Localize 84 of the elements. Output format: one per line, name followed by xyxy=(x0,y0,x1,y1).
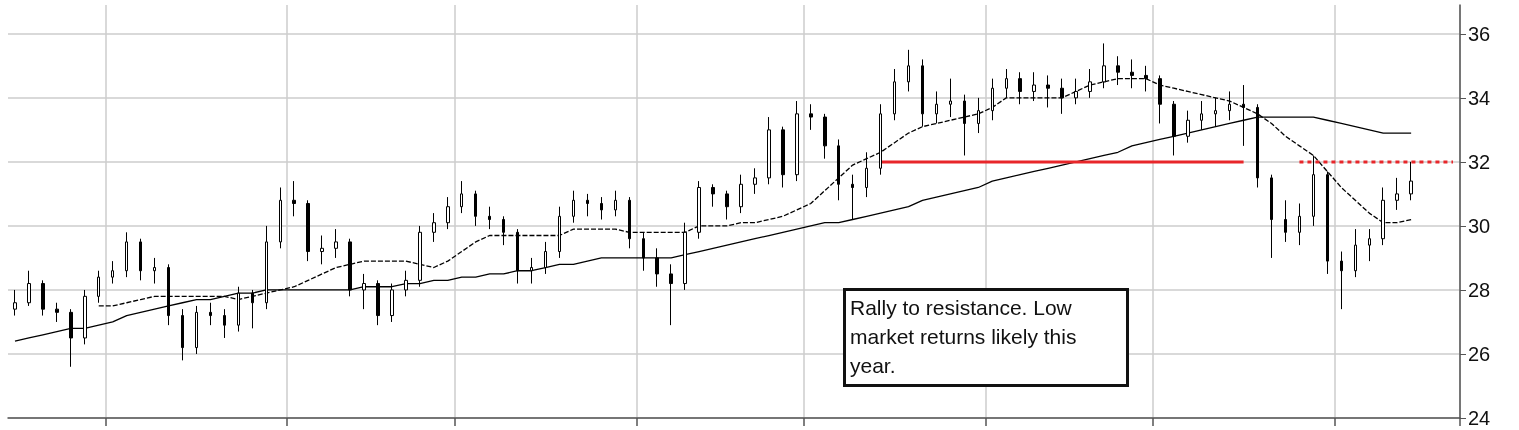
candlestick xyxy=(292,180,296,217)
candlestick xyxy=(139,238,142,281)
candlestick xyxy=(935,90,938,124)
candlestick xyxy=(1312,154,1315,227)
candlestick xyxy=(516,228,519,285)
candlestick xyxy=(111,260,114,285)
candlestick xyxy=(893,68,896,121)
candlestick xyxy=(1354,228,1357,278)
candlestick xyxy=(865,151,868,198)
candlestick xyxy=(642,231,645,272)
annotation: Rally to resistance. Low market returns likely this year. xyxy=(850,296,1083,377)
candlestick xyxy=(306,199,310,262)
candlestick xyxy=(55,302,59,323)
candlestick xyxy=(1326,170,1329,275)
candlestick xyxy=(697,180,701,240)
candlestick xyxy=(907,49,910,92)
candlestick xyxy=(376,279,380,326)
y-tick-label: 34 xyxy=(1468,86,1491,109)
candlestick xyxy=(544,241,547,275)
candlestick xyxy=(390,283,394,323)
candlestick xyxy=(600,196,603,220)
y-tick-label: 26 xyxy=(1468,342,1491,365)
candlestick xyxy=(418,225,422,288)
candlestick xyxy=(809,103,813,131)
candlestick xyxy=(209,302,212,326)
candlestick xyxy=(739,174,743,214)
candlestick xyxy=(669,263,673,326)
candlestick xyxy=(1284,199,1287,243)
y-tick-label: 24 xyxy=(1468,407,1491,429)
candlestick xyxy=(223,308,226,339)
candlestick xyxy=(474,190,477,227)
candlestick xyxy=(977,97,980,134)
candlestick xyxy=(97,270,100,304)
candlestick xyxy=(195,305,198,355)
candlestick xyxy=(1409,161,1413,201)
candlestick xyxy=(614,190,617,217)
candlestick xyxy=(655,247,659,288)
candlestick xyxy=(1228,90,1231,121)
candlestick xyxy=(823,113,827,160)
y-tick-label: 36 xyxy=(1468,22,1491,45)
candlestick xyxy=(683,222,687,291)
candlestick xyxy=(837,138,840,201)
candlestick xyxy=(41,279,45,317)
y-tick-label: 32 xyxy=(1468,150,1491,173)
candlestick xyxy=(1005,68,1008,99)
candlestick xyxy=(1395,177,1399,211)
candlestick xyxy=(628,196,631,249)
candlestick xyxy=(446,196,450,230)
candlestick xyxy=(320,235,324,265)
candlestick xyxy=(1368,228,1371,262)
candlestick xyxy=(13,289,17,317)
candlestick xyxy=(362,273,366,310)
y-tick-label: 28 xyxy=(1468,278,1491,301)
candlestick xyxy=(153,257,156,285)
candlestick xyxy=(530,257,533,285)
candlestick xyxy=(279,186,282,249)
candlestick xyxy=(781,126,785,188)
y-tick-label: 30 xyxy=(1468,214,1491,237)
candlestick xyxy=(1298,203,1301,246)
candlestick xyxy=(334,228,338,259)
candlestick xyxy=(125,231,128,278)
candlestick xyxy=(558,206,561,259)
candlestick xyxy=(348,238,352,297)
candlestick xyxy=(1340,251,1343,310)
candlestick xyxy=(27,270,31,307)
candlestick xyxy=(963,94,966,156)
candlestick xyxy=(711,183,715,208)
candlestick xyxy=(488,206,491,230)
candlestick xyxy=(502,215,505,246)
candlestick xyxy=(879,103,882,176)
candlestick xyxy=(851,174,854,220)
candlestick xyxy=(460,180,463,214)
candlestick xyxy=(181,308,184,361)
candlestick xyxy=(572,190,575,224)
candlestick xyxy=(586,193,589,217)
candlestick xyxy=(1381,186,1385,246)
candlestick xyxy=(767,116,771,185)
candlestick xyxy=(753,167,757,195)
candlestick xyxy=(949,78,952,118)
candlestick xyxy=(1270,174,1273,259)
candlestick xyxy=(725,190,729,220)
candlestick xyxy=(795,100,799,182)
candlestick xyxy=(404,270,408,297)
candlestick xyxy=(432,212,436,243)
